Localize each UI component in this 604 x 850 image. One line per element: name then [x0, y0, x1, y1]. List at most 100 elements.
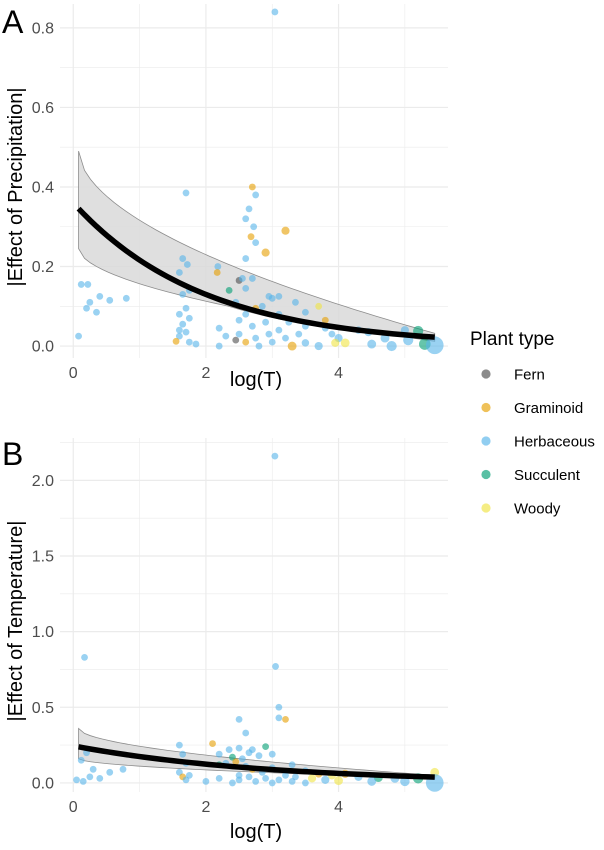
point-herbaceous: [86, 773, 94, 781]
point-herbaceous: [242, 284, 250, 292]
point-graminoid: [242, 338, 250, 346]
point-herbaceous: [235, 316, 243, 324]
point-graminoid: [172, 337, 180, 345]
point-herbaceous: [288, 778, 296, 785]
point-herbaceous: [425, 336, 444, 355]
y-tick-label: 0.6: [32, 100, 54, 117]
legend-item-fern: Fern: [481, 367, 545, 384]
point-herbaceous: [182, 304, 190, 312]
point-herbaceous: [215, 324, 223, 332]
legend-label: Graminoid: [514, 400, 583, 417]
point-herbaceous: [77, 756, 85, 764]
panel-b-fit-curve: [78, 744, 435, 780]
point-herbaceous: [250, 223, 258, 231]
panel-b-fit-line: [78, 744, 435, 780]
point-herbaceous: [245, 749, 253, 757]
point-herbaceous: [242, 729, 250, 737]
point-woody: [334, 776, 343, 786]
point-herbaceous: [96, 774, 104, 782]
point-woody: [315, 302, 323, 310]
point-herbaceous: [215, 774, 223, 782]
point-herbaceous: [175, 332, 183, 340]
point-graminoid: [281, 226, 290, 235]
legend-item-graminoid: Graminoid: [481, 400, 583, 417]
point-woody: [307, 774, 317, 783]
panel-b-x-axis-title: log(T): [230, 821, 282, 843]
point-fern: [232, 336, 240, 344]
point-herbaceous: [73, 776, 80, 784]
point-herbaceous: [106, 768, 114, 776]
point-herbaceous: [275, 703, 283, 711]
y-tick-label: 1.0: [32, 624, 54, 641]
point-succulent: [262, 743, 270, 751]
point-herbaceous: [268, 294, 276, 302]
legend-label: Woody: [514, 501, 561, 518]
point-graminoid: [248, 183, 256, 191]
point-herbaceous: [215, 750, 223, 758]
legend-item-woody: Woody: [481, 501, 561, 518]
point-herbaceous: [258, 302, 266, 310]
panel-b-x-ticks: 0 2 4: [69, 799, 343, 816]
panel-b-y-axis-title: |Effect of Temperature|: [5, 521, 27, 722]
point-herbaceous: [288, 761, 296, 769]
legend-swatch: [481, 436, 491, 446]
point-herbaceous: [179, 320, 187, 328]
point-herbaceous: [182, 189, 190, 197]
point-herbaceous: [275, 776, 283, 784]
point-graminoid: [261, 248, 270, 257]
point-graminoid: [213, 269, 221, 276]
y-tick-label: 0.8: [32, 20, 54, 37]
point-herbaceous: [202, 778, 210, 785]
point-herbaceous: [175, 310, 183, 318]
point-herbaceous: [185, 314, 193, 322]
panel-b-grid: [60, 438, 448, 792]
point-herbaceous: [75, 332, 82, 340]
legend-swatch: [481, 369, 491, 379]
point-herbaceous: [262, 774, 270, 782]
panel-b-letter: B: [2, 436, 23, 472]
point-herbaceous: [79, 778, 87, 785]
point-herbaceous: [182, 328, 190, 336]
legend-swatch: [481, 503, 491, 513]
point-herbaceous: [235, 776, 243, 784]
point-herbaceous: [262, 318, 270, 326]
legend-label: Succulent: [514, 467, 581, 484]
point-herbaceous: [252, 239, 260, 247]
point-herbaceous: [301, 339, 310, 347]
point-herbaceous: [268, 338, 276, 346]
x-tick-label: 4: [334, 799, 343, 816]
point-herbaceous: [225, 746, 233, 754]
legend-title: Plant type: [470, 329, 555, 350]
point-herbaceous: [328, 330, 336, 338]
point-herbaceous: [122, 294, 130, 302]
point-herbaceous: [179, 255, 187, 262]
x-tick-label: 2: [201, 799, 210, 816]
point-herbaceous: [245, 773, 253, 781]
point-herbaceous: [83, 304, 90, 312]
point-herbaceous: [175, 741, 183, 749]
point-herbaceous: [275, 292, 283, 300]
point-herbaceous: [192, 340, 200, 348]
point-herbaceous: [302, 308, 309, 316]
point-graminoid: [209, 740, 216, 747]
y-tick-label: 0.4: [32, 179, 54, 196]
point-graminoid: [232, 758, 240, 766]
panel-a-letter: A: [2, 4, 24, 40]
point-woody: [340, 338, 350, 348]
point-herbaceous: [275, 326, 283, 334]
point-herbaceous: [93, 308, 100, 316]
point-herbaceous: [245, 205, 253, 213]
point-herbaceous: [235, 744, 243, 752]
point-herbaceous: [242, 215, 250, 223]
point-herbaceous: [81, 653, 88, 661]
point-herbaceous: [77, 281, 85, 288]
y-tick-label: 0.5: [32, 700, 54, 717]
legend-swatch: [481, 402, 491, 413]
point-herbaceous: [321, 775, 330, 784]
panel-a-fit-curve: [76, 206, 435, 340]
point-herbaceous: [252, 191, 260, 199]
legend-swatch: [481, 469, 491, 480]
point-graminoid: [287, 341, 297, 351]
y-tick-label: 0.2: [32, 259, 54, 276]
x-tick-label: 2: [201, 365, 210, 382]
